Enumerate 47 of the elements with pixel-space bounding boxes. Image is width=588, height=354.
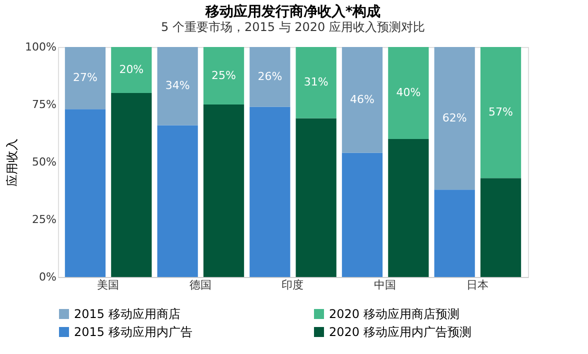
bar xyxy=(64,109,106,277)
y-axis-title: 应用收入 xyxy=(5,138,20,186)
bar xyxy=(342,47,383,153)
bar xyxy=(388,47,429,139)
bar xyxy=(111,93,152,277)
chart-title: 移动应用发行商净收入*构成 xyxy=(204,3,381,20)
bar xyxy=(111,47,152,93)
bar xyxy=(434,47,475,190)
x-tick-label: 中国 xyxy=(374,278,396,292)
bar xyxy=(296,47,336,118)
bar xyxy=(480,47,522,178)
bar xyxy=(388,139,429,277)
bar xyxy=(250,106,290,277)
data-label: 34% xyxy=(165,79,190,92)
legend-label: 2015 移动应用商店 xyxy=(74,307,180,321)
bar xyxy=(296,118,336,277)
bar xyxy=(157,125,198,277)
bar xyxy=(64,47,106,110)
bar xyxy=(203,47,244,104)
x-tick-label: 美国 xyxy=(97,278,120,292)
bar xyxy=(157,47,198,126)
x-tick-label: 德国 xyxy=(189,278,212,292)
data-label: 31% xyxy=(304,76,328,89)
y-tick-label: 50% xyxy=(32,156,56,168)
bar xyxy=(342,152,383,277)
data-label: 27% xyxy=(73,71,98,84)
y-tick-label: 100% xyxy=(25,40,56,54)
data-label: 46% xyxy=(350,92,374,106)
bar xyxy=(203,104,244,277)
data-label: 40% xyxy=(396,86,421,99)
legend-label: 2020 移动应用商店预测 xyxy=(329,307,460,321)
bar xyxy=(250,47,290,107)
legend-label: 2020 移动应用内广告预测 xyxy=(329,325,472,339)
y-tick-label: 75% xyxy=(32,98,56,111)
x-tick-label: 日本 xyxy=(466,278,488,292)
x-tick-label: 印度 xyxy=(282,278,304,292)
bar xyxy=(434,190,475,277)
data-label: 25% xyxy=(212,68,236,82)
y-tick-label: 0% xyxy=(39,270,56,284)
bar xyxy=(480,178,522,277)
y-tick-label: 25% xyxy=(32,213,56,226)
data-label: 62% xyxy=(442,111,467,124)
legend-label: 2015 移动应用内广告 xyxy=(74,325,192,339)
data-label: 20% xyxy=(119,63,144,76)
data-label: 26% xyxy=(258,70,282,83)
chart-subtitle: 5 个重要市场，2015 与 2020 应用收入预测对比 xyxy=(161,20,425,34)
data-label: 57% xyxy=(488,106,513,119)
